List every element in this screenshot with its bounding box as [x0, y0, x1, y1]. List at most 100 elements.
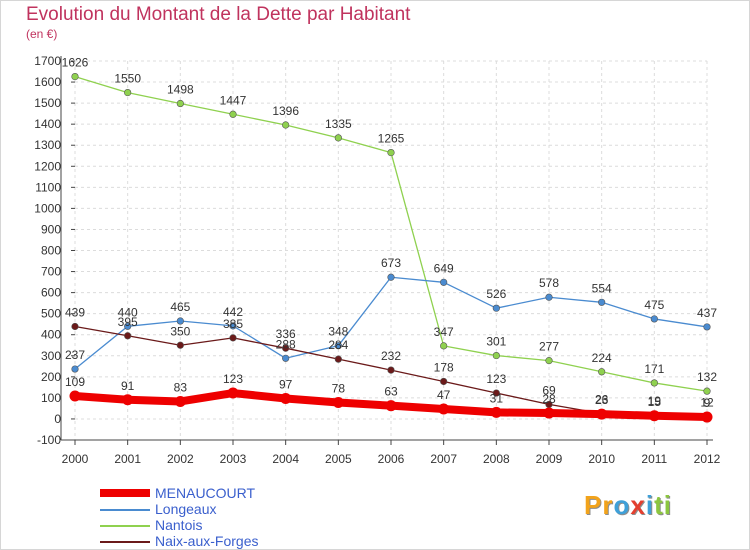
y-tick-label: 1500: [34, 96, 61, 110]
legend-label: Longeaux: [155, 501, 217, 517]
data-label-naix-aux-forges: 178: [434, 360, 454, 374]
data-point-nantois: [598, 368, 606, 376]
y-tick-label: 800: [41, 244, 61, 258]
y-tick-label: 0: [54, 412, 61, 426]
legend-swatch: [100, 489, 150, 497]
data-label-nantois: 1550: [114, 72, 141, 86]
label-layer: 1626 1550 1498 1447 1396 1335 1265 347 301 277 224…: [62, 56, 718, 410]
grid-layer: [74, 60, 708, 441]
data-label-longeaux: 526: [486, 287, 506, 301]
data-label-longeaux: 554: [592, 281, 612, 295]
data-point-longeaux: [492, 304, 500, 312]
data-point-naix-aux-forges: [492, 389, 500, 397]
y-tick-label: 1000: [34, 201, 61, 215]
data-point-menaucourt: [701, 411, 713, 423]
data-point-nantois: [650, 379, 658, 387]
y-tick-label: 300: [41, 349, 61, 363]
x-tick-label: 2007: [430, 452, 457, 466]
data-point-menaucourt: [385, 400, 397, 412]
data-label-naix-aux-forges: 395: [118, 315, 138, 329]
data-label-nantois: 224: [592, 351, 612, 365]
logo-letter: i: [645, 490, 655, 520]
data-label-naix-aux-forges: 284: [328, 338, 348, 352]
data-label-longeaux: 237: [65, 348, 85, 362]
data-point-longeaux: [124, 322, 132, 330]
data-point-longeaux: [71, 365, 79, 373]
data-point-longeaux: [650, 315, 658, 323]
data-label-naix-aux-forges: 19: [648, 394, 662, 408]
data-label-naix-aux-forges: 232: [381, 349, 401, 363]
data-label-menaucourt: 83: [174, 380, 188, 394]
data-point-longeaux: [282, 354, 290, 362]
data-label-nantois: 1447: [220, 93, 247, 107]
x-tick-label: 2001: [114, 452, 141, 466]
data-point-menaucourt: [227, 387, 239, 399]
data-label-menaucourt: 28: [542, 392, 556, 406]
data-label-nantois: 1335: [325, 117, 352, 131]
data-point-naix-aux-forges: [229, 334, 237, 342]
data-point-menaucourt: [490, 406, 502, 418]
logo-letter: P: [584, 490, 603, 520]
data-label-naix-aux-forges: 69: [542, 383, 556, 397]
data-label-menaucourt: 47: [437, 388, 451, 402]
data-label-menaucourt: 31: [490, 391, 504, 405]
data-label-naix-aux-forges: 385: [223, 317, 243, 331]
data-point-nantois: [124, 88, 132, 97]
data-label-longeaux: 442: [223, 305, 243, 319]
axis-layer: -100 0 100 200 300 400 500 600 700 800 900 1000 1100…: [34, 54, 720, 466]
data-label-longeaux: 288: [276, 337, 296, 351]
data-label-nantois: 1498: [167, 83, 194, 97]
data-point-nantois: [71, 72, 79, 81]
y-tick-label: 1100: [35, 180, 61, 194]
line-chart: -100 0 100 200 300 400 500 600 700 800 900 1000 1100…: [34, 54, 720, 466]
x-tick-label: 2010: [588, 452, 615, 466]
y-tick-label: 1300: [34, 138, 61, 152]
data-label-nantois: 132: [697, 370, 717, 384]
y-tick-label: -100: [37, 433, 61, 447]
data-label-nantois: 347: [434, 325, 454, 339]
data-label-menaucourt: 23: [595, 393, 609, 407]
data-label-naix-aux-forges: 12: [700, 395, 714, 409]
logo-letter: r: [602, 490, 614, 520]
data-point-menaucourt: [122, 394, 134, 406]
data-label-menaucourt: 9: [704, 396, 711, 410]
data-point-nantois: [492, 351, 500, 360]
data-point-nantois: [440, 342, 448, 350]
data-point-longeaux: [598, 298, 606, 306]
proxiti-logo: Proxiti: [584, 490, 672, 521]
x-tick-label: 2006: [378, 452, 405, 466]
data-label-longeaux: 649: [434, 261, 454, 275]
y-tick-label: 700: [41, 265, 61, 279]
data-label-naix-aux-forges: 336: [276, 327, 296, 341]
data-point-menaucourt: [596, 408, 608, 420]
data-label-nantois: 1626: [62, 56, 89, 70]
x-tick-label: 2005: [325, 452, 352, 466]
y-tick-label: 400: [41, 328, 61, 342]
data-point-menaucourt: [174, 395, 186, 407]
data-point-longeaux: [545, 293, 553, 301]
y-tick-label: 900: [41, 222, 61, 236]
data-point-menaucourt: [69, 390, 81, 402]
data-point-nantois: [334, 134, 342, 142]
series-layer: [69, 72, 713, 423]
x-tick-label: 2011: [641, 452, 667, 466]
data-label-menaucourt: 15: [648, 395, 662, 409]
data-point-naix-aux-forges: [71, 322, 79, 331]
data-label-nantois: 1265: [378, 132, 405, 146]
data-point-naix-aux-forges: [440, 377, 448, 386]
x-tick-label: 2008: [483, 452, 510, 466]
chart-title: Evolution du Montant de la Dette par Hab…: [26, 4, 411, 25]
data-point-longeaux: [387, 273, 395, 281]
data-label-menaucourt: 109: [65, 375, 85, 389]
chart-subtitle: (en €): [26, 27, 58, 41]
data-point-menaucourt: [543, 407, 555, 419]
y-tick-label: 1400: [34, 117, 61, 131]
logo-letter: t: [654, 490, 664, 520]
x-tick-label: 2003: [220, 452, 247, 466]
legend-label: Nantois: [155, 517, 203, 533]
data-point-nantois: [387, 148, 395, 157]
data-point-longeaux: [440, 278, 448, 286]
data-label-naix-aux-forges: 439: [65, 306, 85, 320]
data-label-longeaux: 437: [697, 306, 717, 320]
legend: MENAUCOURT Longeaux Nantois Naix-aux-Forges: [100, 485, 400, 550]
